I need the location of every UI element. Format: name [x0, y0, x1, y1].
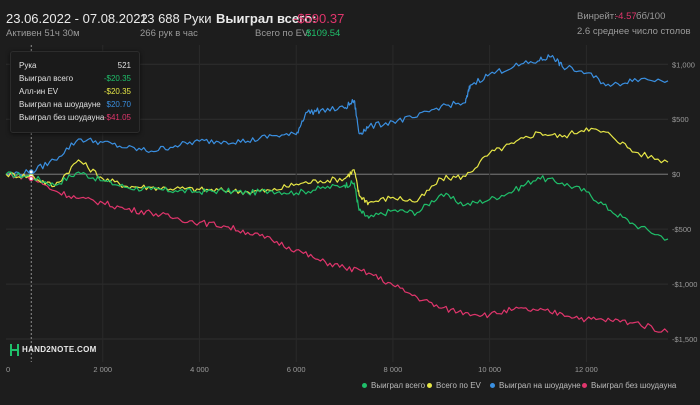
- series-line-2: [5, 54, 669, 177]
- y-tick-label: $1,000: [672, 60, 695, 69]
- tooltip-value: 521: [117, 61, 131, 70]
- tooltip-row-hand: Рука 521: [19, 61, 131, 73]
- series-line-1: [5, 127, 669, 206]
- summary-header: 23.06.2022 - 07.08.2022 Активен 51ч 30м …: [0, 0, 700, 44]
- tooltip-row-showdown: Выиграл на шоудауне $20.70: [19, 100, 131, 112]
- legend-item-won-total[interactable]: Выиграл всего: [362, 381, 425, 390]
- hands-per-hour: 266 рук в час: [140, 28, 198, 39]
- y-tick-label: -$1,500: [672, 335, 697, 344]
- tooltip-row-won-total: Выиграл всего -$20.35: [19, 74, 131, 86]
- x-tick-label: 10 000: [478, 365, 501, 374]
- avg-tables: 2.6 среднее число столов: [577, 26, 691, 37]
- x-tick-label: 0: [6, 365, 10, 374]
- logo-mark-icon: [10, 344, 19, 356]
- hand2note-logo: HAND2NOTE.COM: [10, 344, 97, 356]
- date-range: 23.06.2022 - 07.08.2022: [6, 11, 148, 26]
- legend-label: Выиграл без шоудауна: [591, 381, 677, 390]
- legend-item-ev[interactable]: Всего по EV: [427, 381, 481, 390]
- chart-lines: [5, 54, 669, 333]
- x-tick-label: 8 000: [384, 365, 403, 374]
- legend-dot-icon: [427, 383, 432, 389]
- ev-value: $109.54: [306, 28, 341, 39]
- series-line-0: [5, 171, 669, 241]
- tooltip-row-allin-ev: Алл-ин EV -$20.35: [19, 87, 131, 99]
- x-tick-label: 2 000: [93, 365, 112, 374]
- series-line-3: [5, 172, 669, 333]
- x-tick-label: 4 000: [190, 365, 209, 374]
- tooltip-label: Рука: [19, 61, 37, 70]
- won-total-label: Выиграл всего:: [216, 11, 317, 26]
- legend-dot-icon: [362, 383, 367, 389]
- tooltip-value: $20.70: [106, 100, 131, 109]
- legend-item-showdown[interactable]: Выиграл на шоудауне: [490, 381, 581, 390]
- won-total-value: -$590.37: [293, 11, 345, 26]
- legend-item-non-showdown[interactable]: Выиграл без шоудауна: [582, 381, 676, 390]
- tooltip-value: -$20.35: [103, 74, 131, 83]
- y-tick-label: -$500: [672, 225, 691, 234]
- chart-grid: [6, 45, 668, 362]
- hover-tooltip: Рука 521 Выиграл всего -$20.35 Алл-ин EV…: [10, 51, 140, 133]
- hands-count: 13 688 Руки: [140, 11, 212, 26]
- tooltip-label: Алл-ин EV: [19, 87, 59, 96]
- ev-label: Всего по EV:: [255, 28, 311, 39]
- hover-point-3: [28, 176, 34, 182]
- winrate-unit: бб/100: [636, 11, 666, 22]
- active-time: Активен 51ч 30м: [6, 28, 80, 39]
- logo-text: HAND2NOTE.COM: [22, 345, 97, 355]
- x-tick-label: 6 000: [287, 365, 306, 374]
- chart-axes: $1,000 $500 $0 -$500 -$1,000 -$1,500 0 2 000 4 0…: [6, 60, 697, 374]
- hover-point-2: [28, 169, 34, 175]
- legend-label: Всего по EV: [436, 381, 481, 390]
- winrate-label: Винрейт:: [577, 11, 617, 22]
- tooltip-label: Выиграл всего: [19, 74, 74, 83]
- legend-dot-icon: [490, 383, 495, 389]
- legend-label: Выиграл на шоудауне: [499, 381, 581, 390]
- tooltip-value: -$20.35: [103, 87, 131, 96]
- tooltip-label: Выиграл без шоудауна: [19, 113, 105, 122]
- tooltip-label: Выиграл на шоудауне: [19, 100, 101, 109]
- y-tick-label: $0: [672, 170, 680, 179]
- winrate-value: -4.57: [615, 11, 637, 22]
- y-tick-label: -$1,000: [672, 280, 697, 289]
- tooltip-row-non-showdown: Выиграл без шоудауна -$41.05: [19, 113, 131, 125]
- tooltip-value: -$41.05: [103, 113, 131, 122]
- x-tick-label: 12 000: [575, 365, 598, 374]
- legend-label: Выиграл всего: [371, 381, 426, 390]
- y-tick-label: $500: [672, 115, 689, 124]
- legend-dot-icon: [582, 383, 587, 389]
